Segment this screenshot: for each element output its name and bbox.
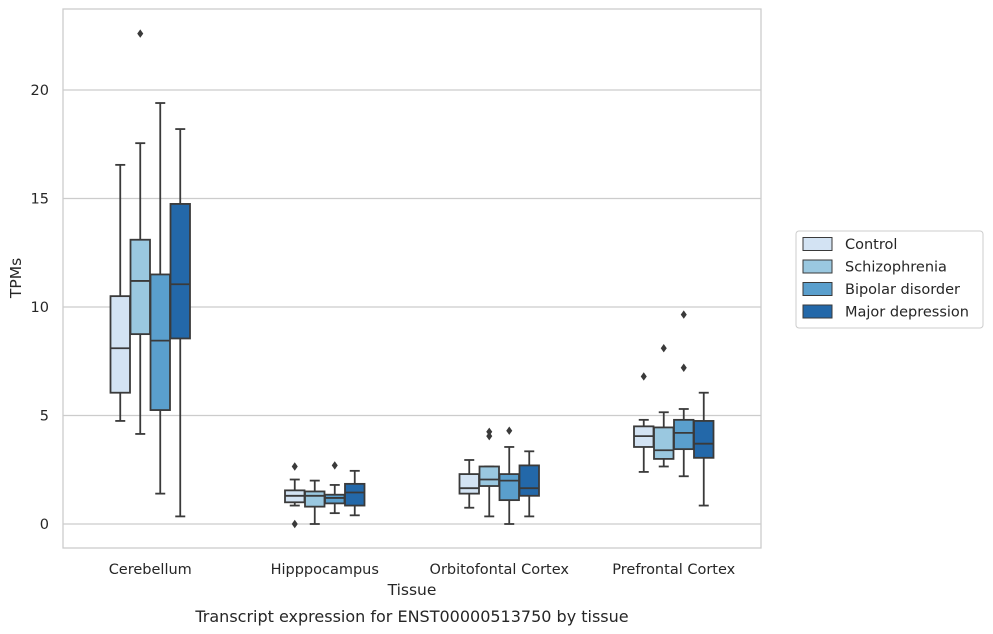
y-tick-label: 10 [31, 300, 49, 316]
legend-swatch [802, 304, 833, 319]
x-tick-label: Hipppocampus [271, 562, 379, 578]
legend-items: Control Schizophrenia Bipolar disorder Majo… [802, 237, 969, 321]
box-schizophrenia [129, 29, 151, 435]
y-tick-label: 20 [31, 83, 49, 99]
legend-swatch [802, 259, 833, 274]
outlier-point [486, 431, 493, 441]
box-control [284, 462, 306, 529]
outlier-point [137, 29, 144, 38]
y-axis-ticks: 0 5 10 15 20 [31, 83, 49, 533]
box-iqr [304, 490, 326, 508]
box-iqr [478, 465, 500, 487]
box-iqr [498, 473, 520, 502]
box-bipolar-disorder [149, 102, 171, 495]
outlier-point [331, 461, 338, 470]
box-iqr [458, 473, 480, 495]
legend-label: Major depression [845, 305, 969, 321]
box-iqr [149, 273, 171, 411]
box-bipolar-disorder [324, 461, 346, 515]
box-groups [109, 29, 715, 529]
legend-frame [795, 230, 984, 329]
box-iqr [693, 420, 715, 459]
x-tick-label: Orbitofontal Cortex [430, 562, 570, 578]
outlier-point [486, 427, 493, 436]
legend: Control Schizophrenia Bipolar disorder Majo… [795, 230, 984, 329]
box-iqr [344, 482, 366, 507]
box-schizophrenia [653, 344, 675, 468]
outlier-point [640, 372, 647, 381]
outlier-point [291, 462, 298, 471]
y-tick-label: 5 [40, 409, 49, 425]
box-bipolar-disorder [498, 426, 520, 525]
outlier-point [680, 363, 687, 372]
box-iqr [324, 493, 346, 505]
x-axis-label: Tissue [387, 581, 437, 599]
legend-swatch [802, 237, 833, 251]
outlier-point [660, 344, 667, 353]
legend-label: Schizophrenia [845, 260, 947, 276]
x-axis-ticks: Cerebellum Hipppocampus Orbitofontal Corte… [109, 562, 736, 578]
box-iqr [653, 426, 675, 460]
y-tick-label: 15 [31, 192, 49, 208]
box-bipolar-disorder [673, 310, 695, 478]
box-major-depression [169, 128, 191, 518]
x-tick-label: Prefrontal Cortex [612, 562, 735, 578]
box-iqr [518, 464, 540, 497]
box-major-depression [518, 450, 540, 518]
chart-caption: Transcript expression for ENST0000051375… [194, 607, 628, 626]
legend-swatch [802, 282, 833, 296]
outlier-point [680, 310, 687, 319]
box-iqr [129, 238, 151, 336]
box-iqr [169, 203, 191, 340]
box-control [109, 163, 131, 422]
box-schizophrenia [478, 427, 500, 518]
outlier-point [291, 519, 298, 529]
y-axis-label: TPMs [7, 258, 25, 299]
box-iqr [673, 418, 695, 451]
y-tick-label: 0 [40, 517, 49, 533]
box-iqr [109, 295, 131, 394]
x-tick-label: Cerebellum [109, 562, 192, 578]
box-major-depression [693, 391, 715, 507]
legend-label: Control [845, 237, 897, 253]
plot-area-frame [62, 8, 762, 549]
legend-label: Bipolar disorder [845, 282, 960, 298]
outlier-point [506, 426, 513, 435]
box-major-depression [344, 469, 366, 517]
